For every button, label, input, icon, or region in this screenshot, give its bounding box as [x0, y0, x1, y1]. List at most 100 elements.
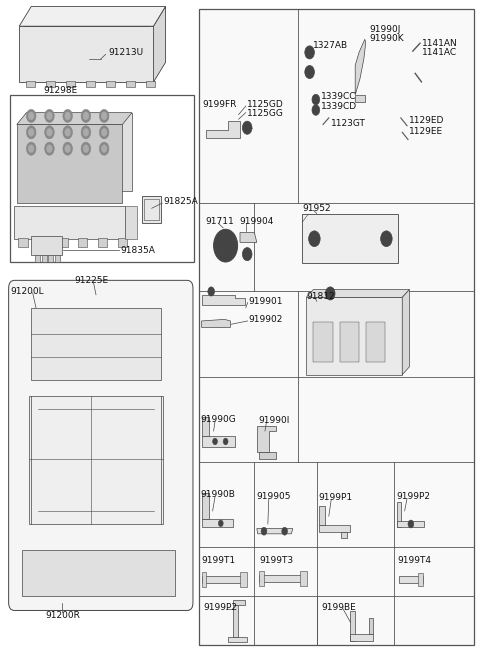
Polygon shape — [26, 113, 132, 191]
Text: 1339CD: 1339CD — [321, 102, 357, 111]
Text: 91200R: 91200R — [45, 611, 80, 620]
Bar — [319, 525, 350, 532]
Bar — [66, 81, 75, 87]
Text: 9199P1: 9199P1 — [319, 493, 353, 502]
Bar — [107, 81, 115, 87]
Text: 91990B: 91990B — [201, 490, 236, 499]
Circle shape — [81, 109, 91, 122]
Bar — [118, 238, 127, 247]
Circle shape — [99, 109, 109, 122]
Bar — [319, 506, 325, 525]
Text: 91812: 91812 — [306, 291, 335, 301]
Circle shape — [63, 109, 72, 122]
Text: 9199T1: 9199T1 — [202, 555, 236, 565]
Bar — [18, 238, 28, 247]
Circle shape — [223, 438, 228, 445]
Bar — [228, 637, 247, 642]
Circle shape — [28, 128, 34, 136]
Circle shape — [305, 46, 314, 59]
Text: 9199T3: 9199T3 — [259, 555, 293, 565]
FancyBboxPatch shape — [9, 280, 193, 610]
Bar — [31, 308, 161, 380]
Bar — [98, 238, 108, 247]
Bar — [58, 238, 68, 247]
Bar — [42, 255, 47, 262]
Polygon shape — [355, 95, 365, 102]
Circle shape — [26, 109, 36, 122]
Polygon shape — [206, 121, 240, 138]
Circle shape — [242, 121, 252, 134]
Text: 919901: 919901 — [249, 297, 283, 306]
Text: 1327AB: 1327AB — [313, 41, 348, 50]
Text: 91825A: 91825A — [163, 197, 198, 206]
Text: 1129EE: 1129EE — [409, 126, 444, 136]
Circle shape — [28, 145, 34, 153]
Circle shape — [83, 128, 89, 136]
Bar — [35, 255, 40, 262]
Bar — [202, 576, 245, 583]
Text: 91298E: 91298E — [43, 86, 77, 95]
Bar — [10, 95, 194, 262]
Circle shape — [242, 248, 252, 261]
Bar — [233, 600, 245, 605]
Bar — [350, 634, 373, 641]
Text: 9199FR: 9199FR — [203, 100, 237, 109]
Circle shape — [99, 126, 109, 139]
Bar — [397, 502, 401, 527]
Circle shape — [305, 66, 314, 79]
Text: 919902: 919902 — [249, 315, 283, 324]
Circle shape — [45, 126, 54, 139]
Circle shape — [312, 94, 320, 105]
Bar — [29, 396, 163, 524]
Circle shape — [101, 112, 107, 120]
Circle shape — [309, 231, 320, 247]
Circle shape — [328, 290, 333, 297]
Circle shape — [26, 142, 36, 155]
Polygon shape — [259, 452, 276, 458]
Circle shape — [28, 112, 34, 120]
Text: 1141AN: 1141AN — [422, 39, 458, 48]
Bar — [397, 521, 424, 527]
Bar — [259, 571, 264, 586]
Text: 91990J: 91990J — [370, 25, 401, 34]
Polygon shape — [19, 7, 166, 26]
Bar — [366, 322, 385, 362]
Circle shape — [282, 527, 288, 535]
Bar — [142, 196, 161, 223]
Polygon shape — [202, 295, 245, 305]
Circle shape — [47, 145, 52, 153]
Circle shape — [101, 128, 107, 136]
Text: 91711: 91711 — [205, 217, 234, 226]
Circle shape — [47, 128, 52, 136]
Circle shape — [83, 145, 89, 153]
Circle shape — [65, 128, 71, 136]
Circle shape — [47, 112, 52, 120]
Text: 919904: 919904 — [239, 217, 274, 226]
Circle shape — [101, 145, 107, 153]
Text: 91952: 91952 — [302, 204, 331, 213]
Circle shape — [218, 520, 223, 527]
Polygon shape — [240, 233, 257, 242]
Polygon shape — [19, 26, 154, 82]
Circle shape — [381, 231, 392, 247]
Bar — [306, 297, 402, 375]
Polygon shape — [202, 320, 230, 328]
Circle shape — [208, 287, 215, 296]
Text: 9199T4: 9199T4 — [397, 555, 432, 565]
Circle shape — [63, 126, 72, 139]
Polygon shape — [306, 290, 409, 297]
Bar — [259, 575, 305, 582]
Circle shape — [65, 145, 71, 153]
Circle shape — [65, 112, 71, 120]
Polygon shape — [17, 113, 132, 124]
Circle shape — [81, 142, 91, 155]
Bar — [350, 611, 355, 641]
Bar — [202, 417, 209, 436]
Circle shape — [213, 438, 217, 445]
Circle shape — [222, 240, 229, 251]
Circle shape — [325, 287, 335, 300]
Bar — [38, 238, 48, 247]
Circle shape — [307, 69, 312, 75]
Polygon shape — [257, 426, 276, 452]
Text: 91225E: 91225E — [74, 276, 108, 285]
